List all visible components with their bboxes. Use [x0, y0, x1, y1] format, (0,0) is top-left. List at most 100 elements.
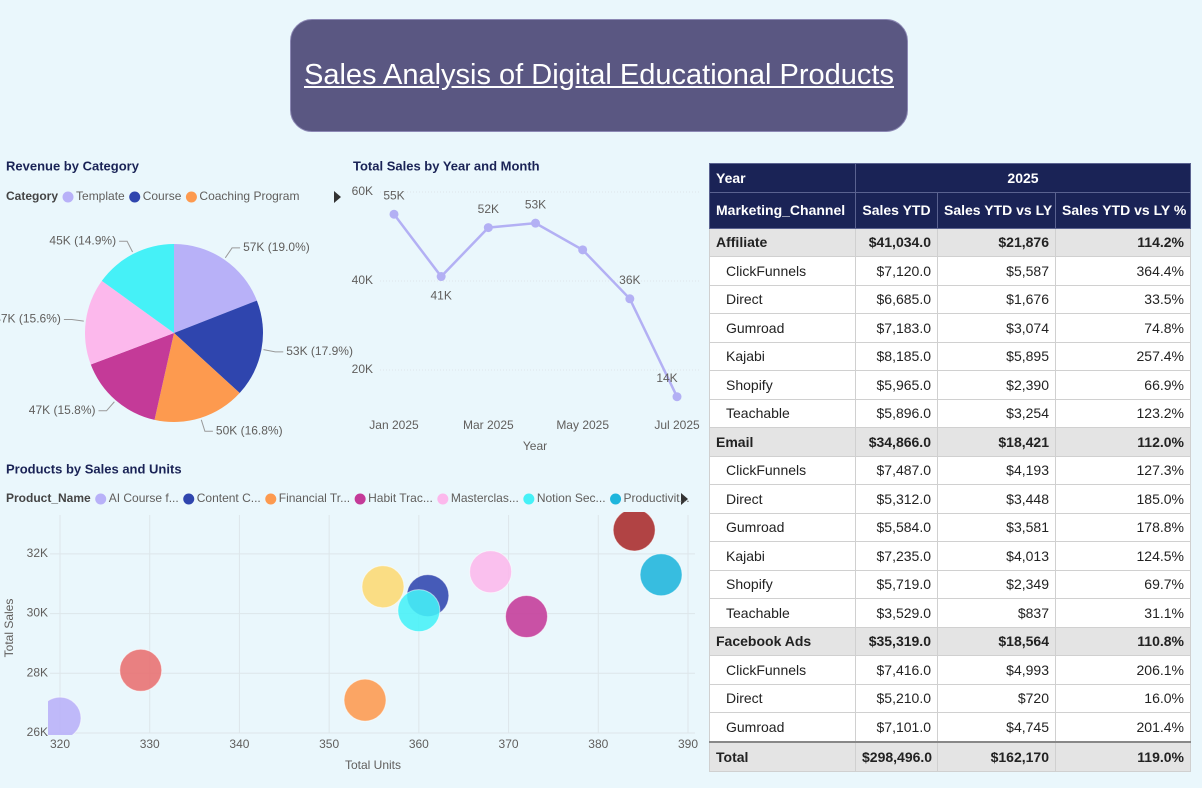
table-row: ClickFunnels $7,487.0 $4,193 127.3% [709, 455, 1191, 485]
table-cell: $5,965.0 [855, 370, 938, 400]
table-cell: $3,074 [937, 313, 1056, 343]
table-row: Shopify $5,719.0 $2,349 69.7% [709, 569, 1191, 599]
title-box: Sales Analysis of Digital Educational Pr… [290, 19, 908, 132]
table-row: Gumroad $7,183.0 $3,074 74.8% [709, 313, 1191, 343]
header-row: Year 2025 [709, 163, 1191, 193]
table-cell: Marketing_Channel [709, 191, 856, 229]
table-cell: ClickFunnels [709, 256, 856, 286]
table-cell: $3,581 [937, 512, 1056, 542]
line-point [531, 218, 540, 228]
legend-scroll-arrow[interactable] [681, 493, 688, 505]
bubble [612, 512, 656, 552]
table-cell: $7,120.0 [855, 256, 938, 286]
legend-label: Productivit... [624, 491, 690, 505]
y-tick-label: 26K [27, 725, 48, 739]
line-series [393, 213, 679, 398]
legend-label: Habit Trac... [368, 491, 433, 505]
legend-scroll-arrow[interactable] [334, 191, 341, 203]
data-label: 53K [525, 197, 546, 211]
table-cell: 124.5% [1055, 541, 1191, 571]
table-cell: $34,866.0 [855, 427, 938, 457]
x-tick-label: 370 [499, 737, 519, 751]
pie-slice [101, 244, 174, 333]
y-tick-label: 28K [27, 665, 48, 679]
table-cell: Direct [709, 284, 856, 314]
y-tick-label: 20K [352, 362, 373, 376]
x-axis-title: Year [523, 439, 547, 453]
x-tick-label: Jan 2025 [369, 418, 419, 432]
table-cell: Direct [709, 683, 856, 713]
chart-title: Total Sales by Year and Month [353, 158, 540, 173]
table-cell: 112.0% [1055, 427, 1191, 457]
data-label: 47K (15.8%) [29, 403, 96, 417]
pie-slice [90, 333, 174, 420]
table-cell: ClickFunnels [709, 655, 856, 685]
table-cell: Kajabi [709, 541, 856, 571]
bubble [505, 595, 549, 639]
data-label: 53K (17.9%) [286, 344, 353, 358]
table-cell: 16.0% [1055, 683, 1191, 713]
x-tick-label: 360 [409, 737, 429, 751]
table-row: Direct $5,210.0 $720 16.0% [709, 683, 1191, 713]
table-cell: $5,895 [937, 341, 1056, 371]
table-cell: 123.2% [1055, 398, 1191, 428]
table-row: Gumroad $5,584.0 $3,581 178.8% [709, 512, 1191, 542]
legend-title: Category [6, 189, 58, 203]
legend-label: Content C... [197, 491, 261, 505]
scatter-plot [48, 512, 683, 735]
table-cell: 127.3% [1055, 455, 1191, 485]
table-cell: $3,448 [937, 484, 1056, 514]
table-cell: Sales YTD vs LY [937, 191, 1056, 229]
table-cell: Teachable [709, 598, 856, 628]
data-label: 55K [383, 188, 404, 202]
y-tick-label: 40K [352, 273, 373, 287]
leader-line [119, 240, 134, 253]
table-cell: $18,564 [937, 626, 1056, 656]
x-tick-label: 390 [678, 737, 698, 751]
table-cell: 2025 [855, 163, 1191, 193]
line-point [672, 392, 682, 402]
table-cell: $4,193 [937, 455, 1056, 485]
table-cell: Total [709, 740, 856, 772]
bubble [48, 696, 82, 735]
table-row: Affiliate $41,034.0 $21,876 114.2% [709, 227, 1191, 257]
x-axis-title: Total Units [345, 758, 401, 772]
table-cell: $7,235.0 [855, 541, 938, 571]
table-cell: $2,390 [937, 370, 1056, 400]
header-row: Marketing_Channel Sales YTD Sales YTD vs L… [709, 191, 1191, 229]
table-row: Shopify $5,965.0 $2,390 66.9% [709, 370, 1191, 400]
table-cell: 364.4% [1055, 256, 1191, 286]
legend-swatch [354, 493, 366, 505]
pie-slice [85, 280, 174, 365]
y-tick-label: 32K [27, 546, 48, 560]
data-label: 41K [430, 289, 451, 303]
line-point [389, 209, 399, 219]
table-cell: $3,254 [937, 398, 1056, 428]
bubble [397, 589, 441, 633]
table-cell: Teachable [709, 398, 856, 428]
pie-slice [174, 300, 263, 394]
table-cell: $5,896.0 [855, 398, 938, 428]
table-cell: 201.4% [1055, 712, 1191, 742]
table-cell: 66.9% [1055, 370, 1191, 400]
legend-swatch [95, 493, 107, 505]
data-label: 36K [619, 273, 640, 287]
table-cell: 31.1% [1055, 598, 1191, 628]
x-tick-label: May 2025 [556, 418, 609, 432]
y-tick-label: 30K [27, 606, 48, 620]
leader-line [98, 401, 115, 412]
legend-swatch [62, 191, 74, 203]
data-label: 52K [478, 202, 499, 216]
line-point [436, 272, 446, 282]
table-cell: Gumroad [709, 512, 856, 542]
table-row: ClickFunnels $7,416.0 $4,993 206.1% [709, 655, 1191, 685]
total-row: Total $298,496.0 $162,170 119.0% [709, 740, 1191, 772]
table-cell: $5,584.0 [855, 512, 938, 542]
data-label: 45K (14.9%) [49, 233, 116, 247]
table-cell: $5,312.0 [855, 484, 938, 514]
legend-label: Masterclas... [451, 491, 519, 505]
page-title: Sales Analysis of Digital Educational Pr… [304, 59, 894, 91]
table-cell: 119.0% [1055, 740, 1191, 772]
